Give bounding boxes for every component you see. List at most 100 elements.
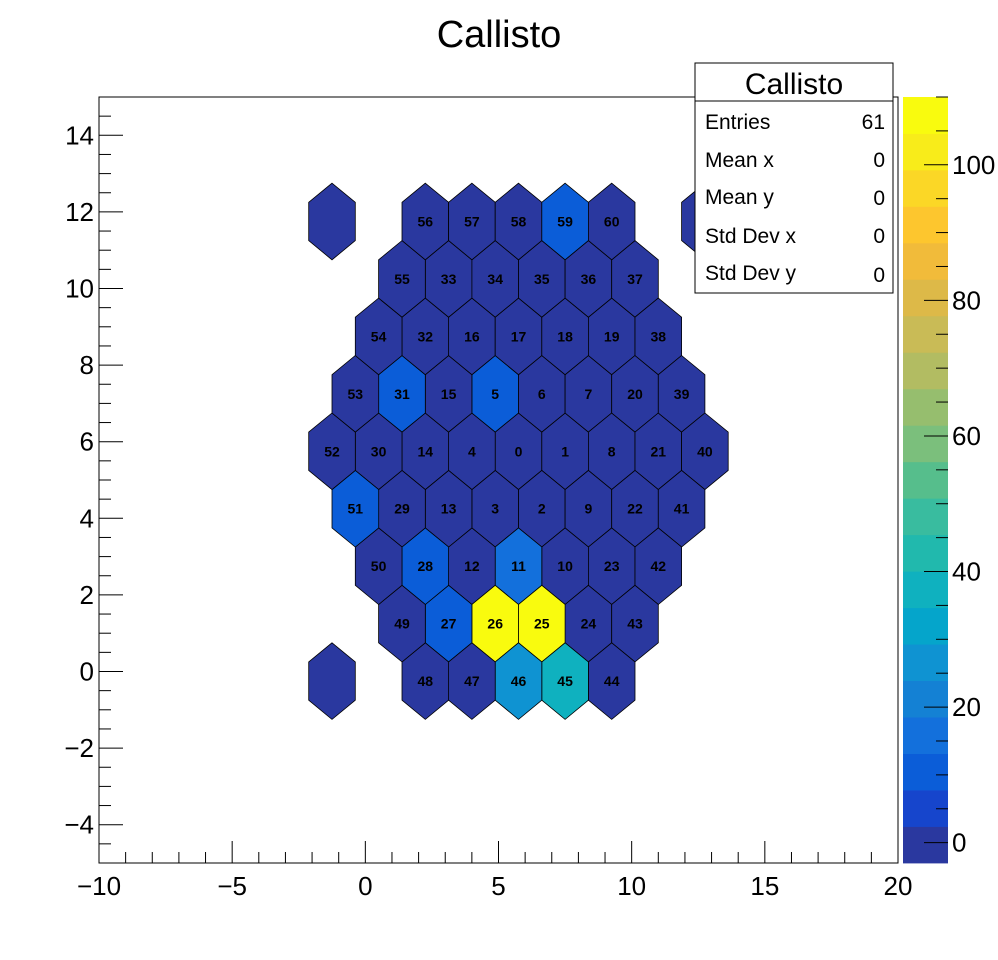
hex-cell-label: 44 — [604, 673, 620, 689]
palette-swatch — [903, 826, 948, 864]
stats-mean-x-value: 0 — [873, 149, 885, 172]
palette-swatch — [903, 133, 948, 171]
hex-cell-label: 20 — [627, 386, 643, 402]
palette-swatch — [903, 97, 948, 134]
hex-cell-label: 21 — [651, 443, 667, 459]
y-tick-label: 2 — [80, 580, 94, 610]
palette-swatch — [903, 534, 948, 572]
hex-cell-label: 30 — [371, 443, 387, 459]
stats-entries-value: 61 — [862, 111, 885, 134]
hex-cell-label: 6 — [538, 386, 546, 402]
hex-cell-label: 16 — [464, 328, 480, 344]
hex-cell-label: 11 — [511, 558, 526, 574]
hex-cell-label: 32 — [418, 328, 434, 344]
hex-cell-label: 50 — [371, 558, 387, 574]
hex-cell-label: 33 — [441, 271, 457, 287]
y-tick-label: 8 — [80, 350, 94, 380]
hex-cell-label: 53 — [348, 386, 364, 402]
color-palette: 0 20 40 60 80 100 — [903, 96, 995, 864]
palette-swatch — [903, 571, 948, 609]
stats-title: Callisto — [745, 68, 843, 101]
hex-cell-label: 45 — [557, 673, 573, 689]
hex-cell — [588, 182, 636, 261]
hex-cell-label: 22 — [627, 501, 643, 517]
hex-cell-label: 0 — [515, 443, 523, 459]
hex-cell-label: 1 — [561, 443, 569, 459]
x-tick-label: −10 — [77, 871, 121, 901]
stats-std-dev-x-value: 0 — [873, 225, 885, 248]
palette-swatch — [903, 680, 948, 718]
hex-cell-label: 46 — [511, 673, 527, 689]
hex-cell-label: 55 — [394, 271, 410, 287]
palette-swatch — [903, 717, 948, 754]
hex-cell-label: 13 — [441, 501, 457, 517]
hex-cell-label: 41 — [674, 501, 690, 517]
hex-cell-label: 9 — [585, 501, 593, 517]
palette-swatch — [903, 607, 948, 645]
palette-swatch — [903, 388, 948, 426]
hex-cell-label: 18 — [557, 328, 573, 344]
palette-tick-label: 40 — [952, 557, 981, 587]
hex-cell-label: 42 — [651, 558, 667, 574]
hex-cell-label: 43 — [627, 616, 643, 632]
stats-mean-x-label: Mean x — [705, 149, 774, 172]
hex-cell-label: 4 — [468, 443, 476, 459]
hex-cell-label: 24 — [581, 616, 597, 632]
palette-swatch — [903, 279, 948, 317]
palette-swatch — [903, 644, 948, 682]
palette-swatch — [903, 461, 948, 499]
stats-std-dev-y-label: Std Dev y — [705, 262, 797, 285]
y-tick-label: 14 — [65, 120, 94, 150]
hex-cell-label: 29 — [394, 501, 410, 517]
hex-cell-label: 3 — [491, 501, 499, 517]
palette-tick-label: 60 — [952, 421, 981, 451]
hex-cell-label: 28 — [418, 558, 434, 574]
hex-cell-label: 49 — [394, 616, 410, 632]
x-tick-label: −5 — [217, 871, 247, 901]
hex-cell-label: 38 — [651, 328, 667, 344]
palette-tick-label: 80 — [952, 285, 981, 315]
hex-cell-label: 59 — [557, 214, 573, 230]
hex-cell-label: 15 — [441, 386, 457, 402]
hex-cell-label: 36 — [581, 271, 597, 287]
x-tick-label: 0 — [358, 871, 372, 901]
hex-cell-label: 27 — [441, 616, 457, 632]
hex-cell-label: 8 — [608, 443, 616, 459]
stats-std-dev-y-value: 0 — [873, 264, 885, 287]
stats-entries-label: Entries — [705, 111, 770, 134]
hex-cell-label: 19 — [604, 328, 620, 344]
palette-swatch — [903, 352, 948, 390]
hex-cell-label: 60 — [604, 214, 620, 230]
y-tick-label: −2 — [64, 733, 94, 763]
stats-box: Callisto Entries 61 Mean x 0 Mean y 0 St… — [694, 62, 894, 294]
hex-cell-label: 23 — [604, 558, 620, 574]
hex-cell-label: 12 — [464, 558, 480, 574]
hex-cell-label: 48 — [418, 673, 434, 689]
stats-mean-y-label: Mean y — [705, 186, 774, 209]
hex-cell-label: 31 — [394, 386, 410, 402]
chart-title: Callisto — [437, 14, 562, 56]
x-tick-label: 10 — [617, 871, 646, 901]
palette-tick-label: 0 — [952, 828, 966, 858]
hex-cell-label: 56 — [418, 214, 434, 230]
palette-tick-label: 20 — [952, 692, 981, 722]
hex-cell-label: 58 — [511, 214, 527, 230]
y-tick-label: 6 — [80, 427, 94, 457]
hex-cell-label: 17 — [511, 328, 527, 344]
stats-mean-y-value: 0 — [873, 187, 885, 210]
hex-cell-label: 26 — [487, 616, 503, 632]
hex-cell-label: 54 — [371, 328, 387, 344]
y-tick-label: 4 — [80, 503, 94, 533]
hex-cell-label: 25 — [534, 616, 550, 632]
palette-tick-label: 100 — [952, 150, 995, 180]
hex-cell-label: 47 — [464, 673, 480, 689]
hex-cell-label: 37 — [627, 271, 643, 287]
hex-cell-label: 40 — [697, 443, 713, 459]
y-tick-label: 12 — [65, 197, 94, 227]
hex-cell-label: 7 — [585, 386, 593, 402]
hex-cell-label: 39 — [674, 386, 690, 402]
y-tick-label: −4 — [64, 810, 94, 840]
